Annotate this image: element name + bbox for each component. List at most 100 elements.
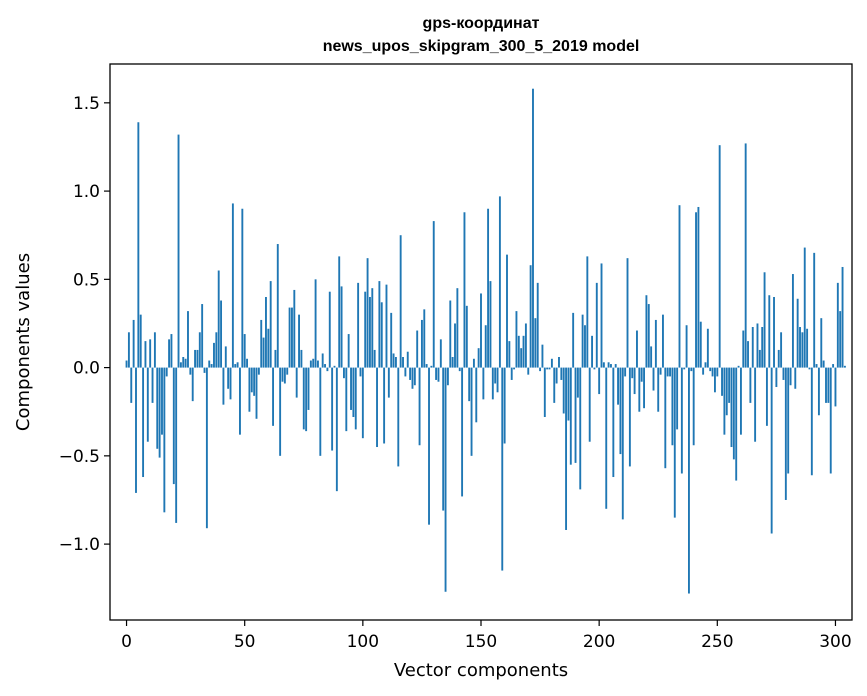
bar-184 (560, 367, 563, 380)
bar-172 (532, 88, 534, 368)
bar-220 (645, 295, 648, 368)
chart-subtitle: news_upos_skipgram_300_5_2019 model (323, 38, 640, 55)
bar-284 (796, 298, 799, 368)
plot-area-frame (109, 63, 853, 621)
bar-174 (536, 282, 539, 368)
bar-142 (461, 367, 464, 497)
bar-6 (139, 314, 142, 368)
bar-129 (430, 365, 433, 368)
bar-154 (489, 281, 492, 368)
bar-188 (569, 367, 572, 465)
bar-48 (239, 367, 241, 435)
bar-84 (324, 364, 326, 368)
bar-31 (198, 332, 201, 368)
bar-217 (638, 367, 641, 412)
bar-65 (279, 367, 282, 456)
bar-104 (371, 288, 374, 368)
bar-58 (262, 337, 265, 368)
bar-60 (267, 328, 270, 368)
bar-185 (562, 367, 565, 414)
bar-212 (626, 258, 629, 368)
bar-239 (690, 367, 693, 372)
bar-7 (142, 367, 145, 478)
bar-131 (435, 367, 438, 380)
bar-49 (241, 208, 244, 368)
bar-107 (378, 281, 381, 368)
bar-250 (716, 367, 719, 377)
bar-99 (359, 367, 362, 377)
bar-191 (576, 367, 579, 398)
bar-10 (149, 339, 152, 368)
bar-263 (747, 341, 749, 368)
bar-81 (317, 360, 319, 368)
bar-279 (784, 367, 787, 500)
bar-277 (780, 332, 783, 368)
bar-226 (659, 367, 662, 375)
y-tick-label: 0.5 (73, 270, 100, 290)
bar-218 (640, 367, 643, 382)
bar-72 (295, 367, 298, 398)
bar-34 (205, 367, 208, 529)
bar-171 (529, 265, 532, 368)
bar-44 (229, 367, 232, 400)
bar-19 (170, 334, 173, 368)
bar-141 (458, 367, 461, 372)
bar-76 (305, 367, 308, 432)
bar-55 (255, 367, 258, 419)
bar-151 (482, 367, 485, 400)
bar-96 (352, 367, 355, 418)
bar-137 (449, 300, 452, 368)
bar-259 (737, 365, 740, 368)
bar-200 (598, 367, 601, 395)
bar-244 (702, 367, 705, 375)
bar-54 (253, 367, 256, 396)
bar-290 (810, 367, 813, 476)
y-tick-label: 0.0 (73, 359, 100, 379)
bar-210 (621, 367, 624, 520)
bar-257 (732, 367, 735, 460)
bar-126 (423, 309, 426, 368)
bar-304 (843, 365, 846, 368)
bar-100 (361, 367, 364, 439)
bar-240 (692, 367, 695, 446)
bar-203 (605, 367, 608, 509)
x-axis-label: Vector components (394, 660, 568, 681)
bar-182 (555, 367, 558, 384)
bar-16 (163, 367, 166, 513)
bar-187 (567, 367, 570, 421)
bar-120 (409, 367, 412, 380)
bar-21 (175, 367, 178, 523)
bar-209 (619, 367, 622, 455)
bar-262 (744, 143, 747, 368)
bar-29 (194, 349, 197, 368)
x-tick-label: 150 (465, 632, 497, 652)
bar-271 (765, 367, 768, 426)
bar-273 (770, 367, 773, 534)
bar-197 (591, 335, 594, 368)
bar-266 (754, 367, 757, 442)
bar-224 (654, 319, 657, 368)
bar-299 (832, 364, 835, 368)
bar-175 (539, 367, 542, 372)
bar-251 (718, 145, 721, 368)
bar-132 (437, 367, 440, 382)
x-tick-label: 100 (347, 632, 379, 652)
bar-42 (224, 346, 227, 368)
bar-43 (227, 367, 230, 389)
bar-164 (513, 367, 516, 370)
bar-12 (153, 332, 156, 368)
bar-138 (451, 357, 454, 368)
bar-221 (647, 304, 650, 368)
bar-64 (276, 244, 279, 368)
bar-246 (706, 328, 709, 368)
bar-119 (406, 351, 409, 368)
bar-108 (380, 302, 383, 368)
bar-133 (439, 339, 442, 368)
bar-17 (165, 367, 168, 377)
bar-134 (442, 367, 445, 511)
bar-298 (829, 367, 832, 474)
bar-291 (813, 252, 816, 368)
bar-91 (340, 286, 343, 368)
bar-3 (132, 319, 135, 368)
bar-56 (257, 367, 260, 375)
